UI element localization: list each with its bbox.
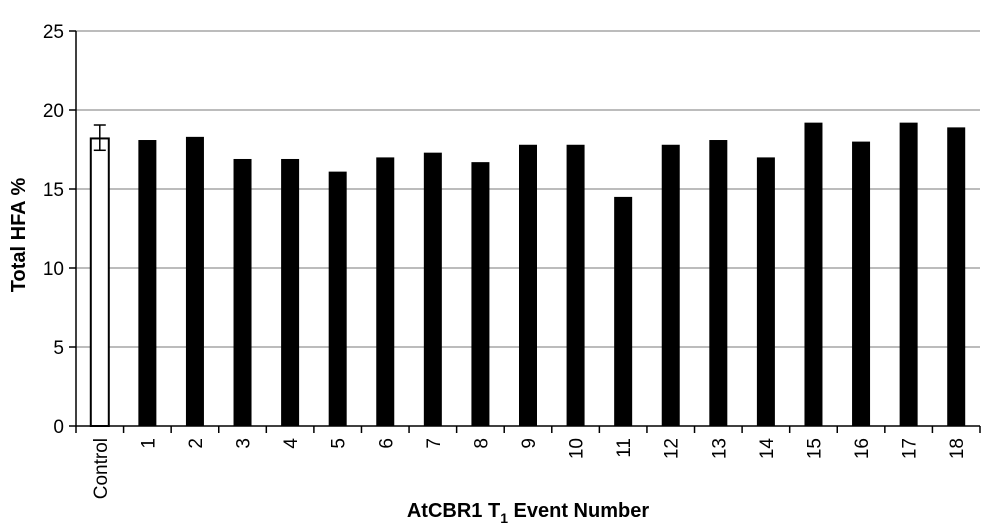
x-tick-label: 17 <box>900 438 921 459</box>
x-tick-label: 16 <box>852 438 873 459</box>
bar-event-14 <box>756 157 775 426</box>
bar-event-10 <box>566 144 585 426</box>
y-tick-label: 15 <box>43 180 64 201</box>
bar-event-4 <box>281 158 300 427</box>
bar-event-16 <box>852 141 871 426</box>
axes <box>69 30 981 433</box>
bar-event-17 <box>899 122 918 426</box>
x-tick-label: 5 <box>329 438 350 449</box>
bar-event-11 <box>614 196 633 426</box>
bar-event-18 <box>947 127 966 426</box>
x-tick-label: 2 <box>186 438 207 449</box>
x-tick-label: 1 <box>138 438 159 449</box>
x-tick-label: 10 <box>567 438 588 459</box>
x-tick-label: 18 <box>947 438 968 459</box>
y-tick-label: 20 <box>43 101 64 122</box>
bar-event-2 <box>185 136 204 427</box>
x-tick-label: Control <box>91 438 112 499</box>
y-tick-label: 5 <box>53 338 64 359</box>
y-tick-label: 0 <box>53 417 64 438</box>
x-tick-label: 8 <box>471 438 492 449</box>
bar-event-6 <box>376 157 395 426</box>
bar-event-15 <box>804 122 823 426</box>
bar-event-3 <box>233 158 252 427</box>
x-axis-title-suffix: Event Number <box>508 500 649 522</box>
x-tick-label: 4 <box>281 438 302 449</box>
bar-event-7 <box>423 152 442 426</box>
x-axis-title-main: AtCBR1 T <box>407 500 500 522</box>
y-tick-label: 25 <box>43 22 64 43</box>
x-tick-label: 13 <box>709 438 730 459</box>
x-tick-label: 9 <box>519 438 540 449</box>
x-tick-label: 12 <box>662 438 683 459</box>
bar-event-13 <box>709 140 728 426</box>
bar-event-9 <box>519 144 537 426</box>
y-axis-title: Total HFA % <box>8 178 30 293</box>
bar-event-1 <box>138 140 157 426</box>
bar-control <box>89 137 110 427</box>
x-tick-label: 7 <box>424 438 445 449</box>
x-axis-title-subscript: 1 <box>500 510 508 526</box>
x-tick-label: 14 <box>757 438 778 460</box>
x-tick-label: 3 <box>234 438 255 449</box>
y-tick-label: 10 <box>43 259 64 280</box>
x-tick-label: 15 <box>804 438 825 459</box>
x-tick-label: 6 <box>376 438 397 449</box>
bar-event-5 <box>328 171 347 426</box>
bar-event-12 <box>661 144 680 426</box>
x-axis-title: AtCBR1 T1 Event Number <box>407 500 650 526</box>
bar-event-8 <box>471 162 490 426</box>
x-tick-label: 11 <box>614 438 635 458</box>
bars <box>89 122 966 427</box>
